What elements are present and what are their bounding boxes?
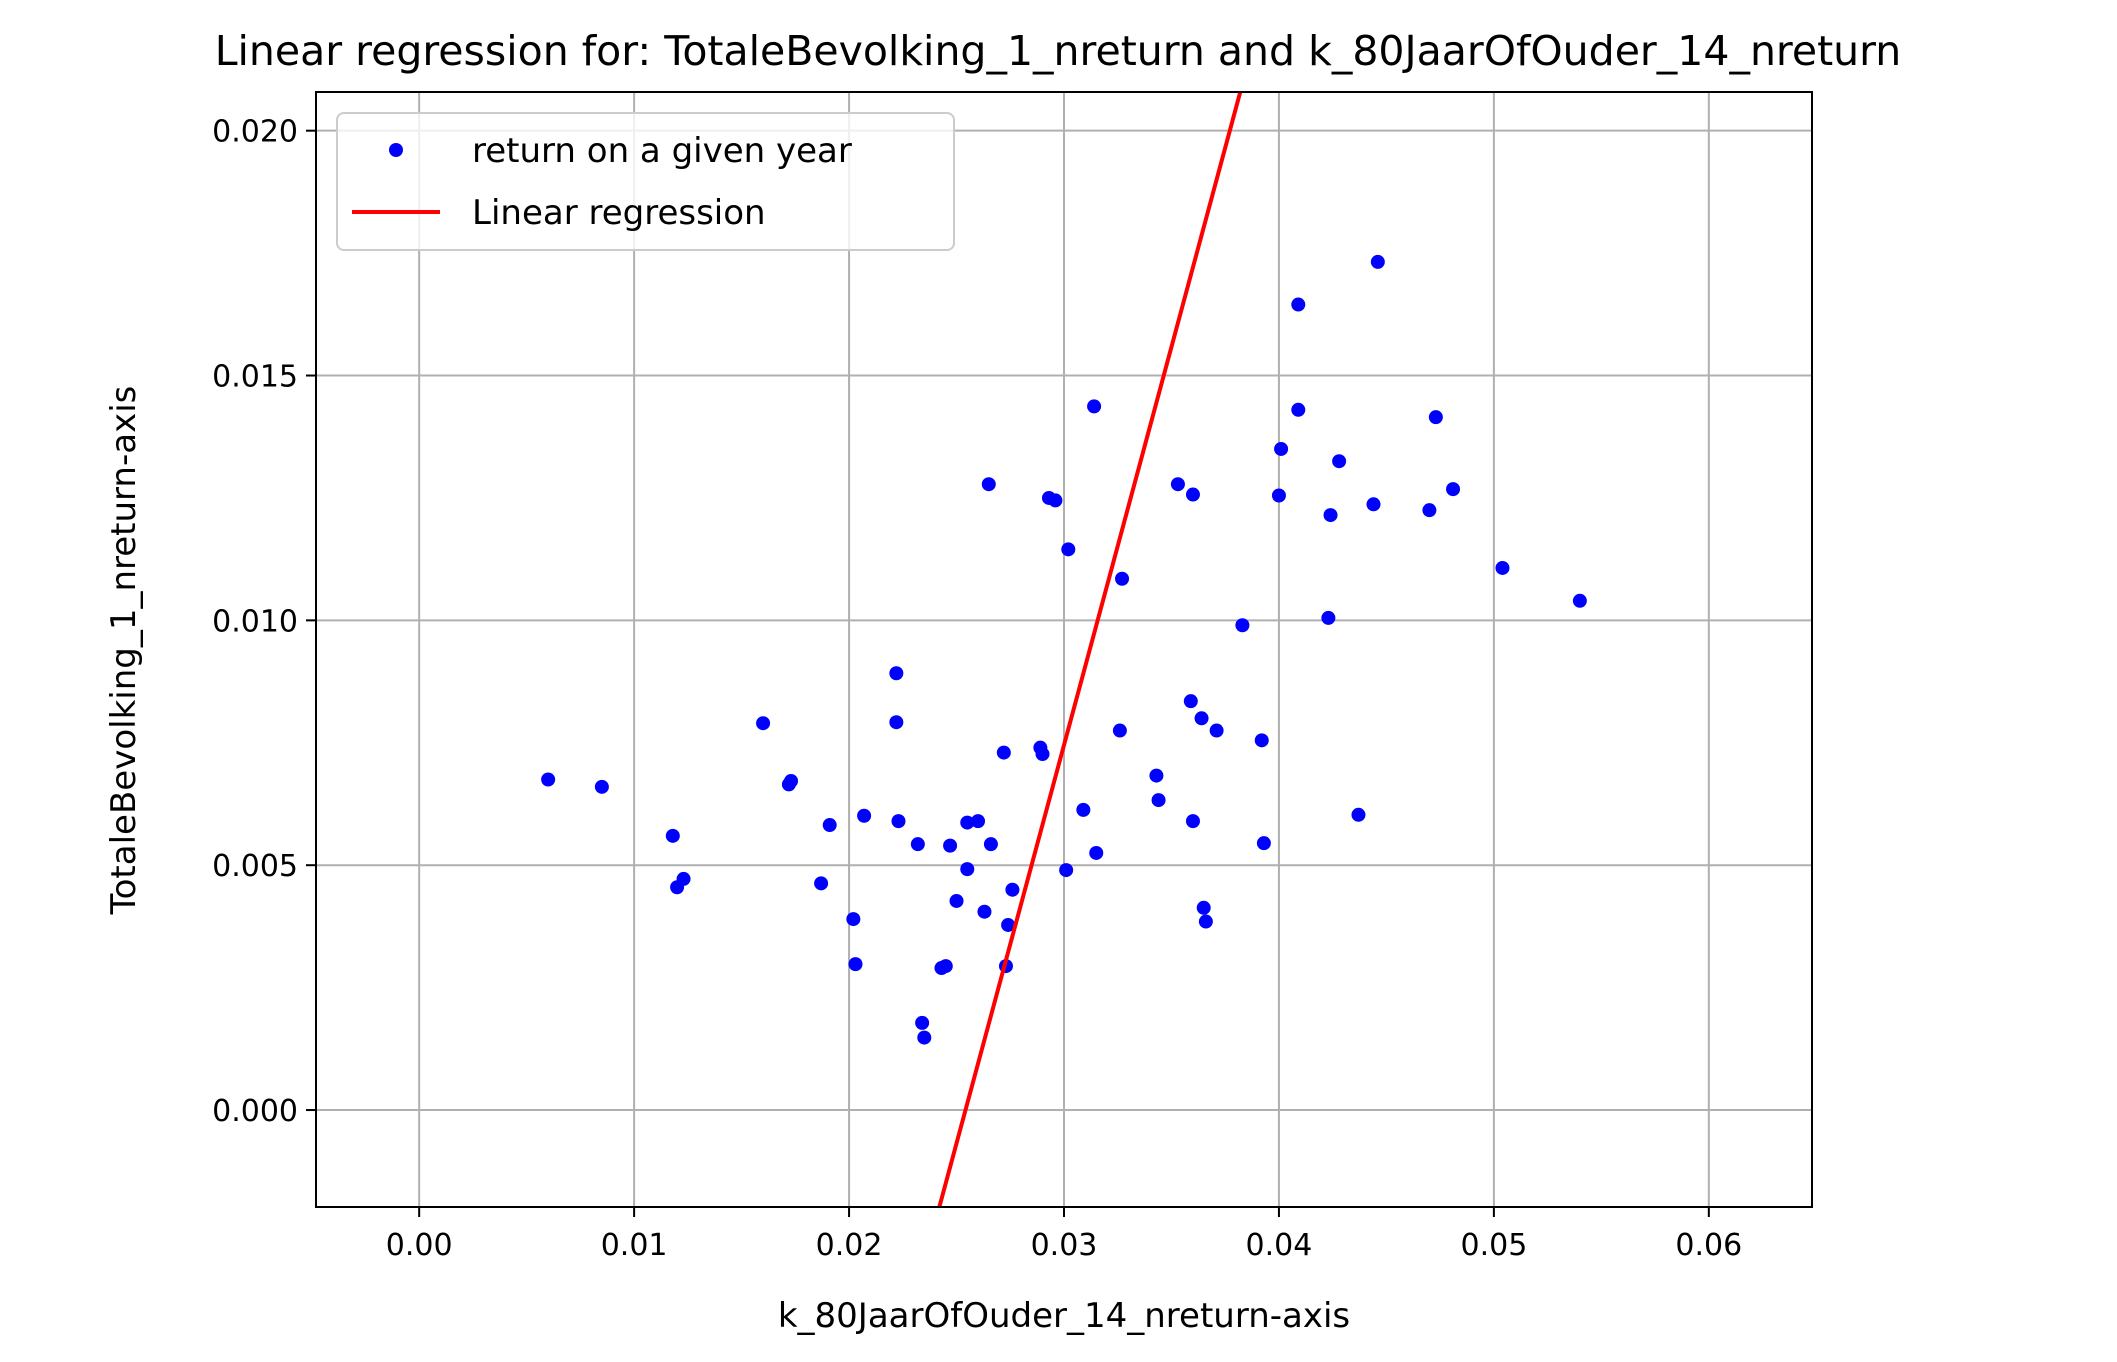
scatter-point <box>1370 254 1385 269</box>
scatter-point <box>1170 477 1185 492</box>
legend-scatter-marker <box>389 143 403 157</box>
scatter-point <box>1274 441 1289 456</box>
grid <box>316 92 1812 1207</box>
scatter-point <box>1194 711 1209 726</box>
y-tick-label: 0.005 <box>212 849 298 884</box>
chart-title: Linear regression for: TotaleBevolking_1… <box>215 27 1902 75</box>
scatter-point <box>938 959 953 974</box>
scatter-point <box>848 957 863 972</box>
scatter-point <box>1271 488 1286 503</box>
scatter-point <box>1183 694 1198 709</box>
scatter-point <box>1061 542 1076 557</box>
scatter-point <box>1422 503 1437 518</box>
legend-label-line: Linear regression <box>472 193 766 233</box>
scatter-point <box>1235 618 1250 633</box>
scatter-point <box>1185 487 1200 502</box>
scatter-point <box>1291 297 1306 312</box>
scatter-point <box>1209 723 1224 738</box>
scatter-point <box>676 871 691 886</box>
x-tick-label: 0.06 <box>1675 1228 1742 1263</box>
scatter-point <box>1572 593 1587 608</box>
scatter-point <box>960 862 975 877</box>
scatter-point <box>910 837 925 852</box>
scatter-point <box>1446 482 1461 497</box>
scatter-point <box>1291 402 1306 417</box>
scatter-point <box>665 828 680 843</box>
x-axis-label: k_80JaarOfOuder_14_nreturn-axis <box>778 1296 1350 1336</box>
legend-label-scatter: return on a given year <box>472 131 852 171</box>
scatter-point <box>1185 814 1200 829</box>
x-tick-label: 0.01 <box>601 1228 668 1263</box>
scatter-point <box>1323 508 1338 523</box>
scatter-point <box>784 773 799 788</box>
y-tick-label: 0.015 <box>212 360 298 395</box>
legend-box <box>336 112 955 251</box>
scatter-point <box>846 912 861 927</box>
scatter-point <box>1059 863 1074 878</box>
x-tick-label: 0.05 <box>1460 1228 1527 1263</box>
scatter-point <box>1115 571 1130 586</box>
scatter-point <box>971 814 986 829</box>
scatter-point <box>889 666 904 681</box>
scatter-point <box>1076 802 1091 817</box>
scatter-point <box>960 815 975 830</box>
scatter-point <box>1112 723 1127 738</box>
plot-content <box>541 92 1587 1207</box>
scatter-point <box>1495 560 1510 575</box>
y-tick-label: 0.000 <box>212 1094 298 1129</box>
scatter-point <box>917 1030 932 1045</box>
scatter-point <box>943 838 958 853</box>
x-tick-label: 0.00 <box>386 1228 453 1263</box>
scatter-point <box>541 772 556 787</box>
scatter-point <box>814 876 829 891</box>
scatter-point <box>983 837 998 852</box>
y-axis-label: TotaleBevolking_1_nreturn-axis <box>104 386 144 916</box>
scatter-point <box>949 893 964 908</box>
scatter-point <box>857 808 872 823</box>
legend: return on a given year Linear regression <box>336 112 955 251</box>
scatter-point <box>1321 610 1336 625</box>
scatter-point <box>1048 493 1063 508</box>
scatter-point <box>1254 733 1269 748</box>
scatter-point <box>1035 747 1050 762</box>
scatter-point <box>1087 399 1102 414</box>
regression-lines <box>937 92 1243 1207</box>
scatter-point <box>891 814 906 829</box>
y-tick-label: 0.010 <box>212 604 298 639</box>
scatter-points <box>541 254 1587 1045</box>
scatter-point <box>1001 917 1016 932</box>
scatter-point <box>1428 410 1443 425</box>
scatter-point <box>1005 882 1020 897</box>
scatter-point <box>889 715 904 730</box>
scatter-point <box>1089 845 1104 860</box>
scatter-point <box>1351 807 1366 822</box>
scatter-point <box>1198 914 1213 929</box>
scatter-point <box>981 477 996 492</box>
scatter-point <box>1151 793 1166 808</box>
scatter-point <box>756 716 771 731</box>
axis-ticks: 0.00 0.01 0.02 0.03 0.04 0.05 0.06 0.000 0.005 0.… <box>212 115 1742 1263</box>
scatter-point <box>996 745 1011 760</box>
scatter-point <box>1196 900 1211 915</box>
scatter-point <box>594 779 609 794</box>
x-tick-label: 0.02 <box>816 1228 883 1263</box>
regression-line <box>937 92 1243 1207</box>
scatter-point <box>1366 497 1381 512</box>
scatter-point <box>1332 454 1347 469</box>
scatter-point <box>1256 836 1271 851</box>
scatter-point <box>915 1015 930 1030</box>
x-tick-label: 0.03 <box>1031 1228 1098 1263</box>
x-tick-label: 0.04 <box>1246 1228 1313 1263</box>
scatter-point <box>822 818 837 833</box>
y-tick-label: 0.020 <box>212 115 298 150</box>
scatter-point <box>977 904 992 919</box>
scatter-point <box>1149 768 1164 783</box>
